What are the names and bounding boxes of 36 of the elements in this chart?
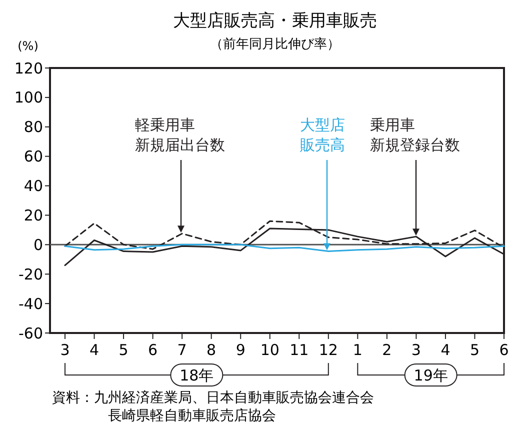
line-series xyxy=(64,244,505,252)
x-tick-label: 2 xyxy=(382,341,392,359)
y-axis-title: (%) xyxy=(18,39,38,53)
text: 18年 xyxy=(180,366,214,384)
y-tick-label: 40 xyxy=(24,177,43,196)
text: 資料：九州経済産業局、日本自動車販売協会連合会長崎県軽自動車販売店協会 xyxy=(52,390,374,424)
y-tick-label: -40 xyxy=(18,294,43,313)
x-tick-label: 1 xyxy=(352,341,362,359)
x-tick-label: 6 xyxy=(148,341,158,359)
x-tick-label: 4 xyxy=(89,341,100,359)
x-tick-label: 5 xyxy=(470,341,480,359)
text: 大型店販売高 xyxy=(300,116,345,154)
y-tick-label: 0 xyxy=(33,236,43,254)
text: 軽乗用車新規届出台数 xyxy=(135,116,225,154)
text: 19年 xyxy=(414,366,448,384)
x-tick-label: 3 xyxy=(60,341,70,359)
x-tick-label: 8 xyxy=(206,341,216,359)
y-tick-label: 60 xyxy=(24,148,43,166)
chart-subtitle: （前年同月比伸び率） xyxy=(210,36,340,52)
y-tick-label: 20 xyxy=(24,206,43,224)
y-tick-label: 100 xyxy=(14,88,43,107)
y-tick-label: 120 xyxy=(14,59,43,78)
x-tick-label: 4 xyxy=(440,341,450,359)
x-tick-label: 9 xyxy=(236,341,246,359)
x-tick-label: 12 xyxy=(318,341,338,359)
x-tick-label: 5 xyxy=(118,341,128,359)
chart-title: 大型店販売高・乗用車販売 xyxy=(173,11,377,31)
x-tick-label: 6 xyxy=(499,341,509,359)
text: 乗用車新規登録台数 xyxy=(370,116,460,154)
x-tick-label: 7 xyxy=(177,341,187,359)
x-tick-label: 3 xyxy=(411,341,421,359)
y-tick-label: -60 xyxy=(18,324,43,342)
x-tick-label: 10 xyxy=(260,341,280,359)
y-tick-label: 80 xyxy=(24,118,43,136)
x-tick-label: 11 xyxy=(290,341,309,359)
y-tick-label: -20 xyxy=(18,265,43,284)
